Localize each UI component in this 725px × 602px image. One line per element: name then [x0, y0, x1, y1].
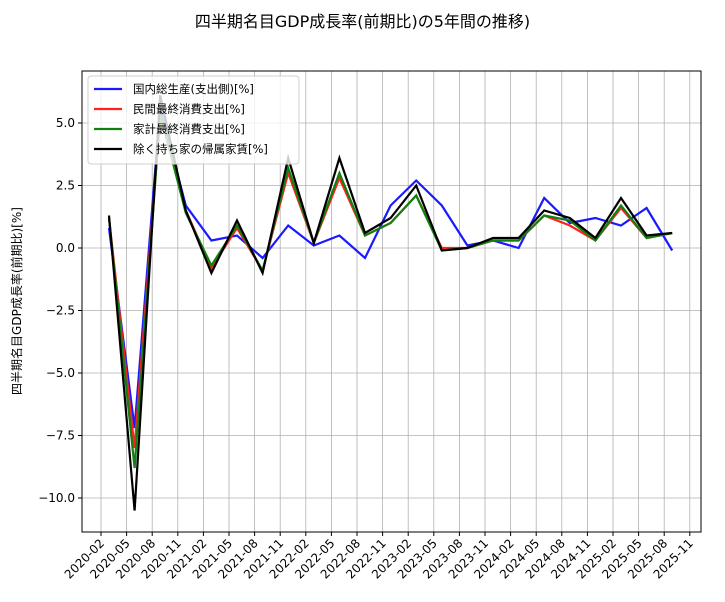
series-line: [107, 95, 673, 511]
y-axis-label: 四半期名目GDP成長率(前期比)[%]: [9, 207, 24, 395]
legend-label: 国内総生産(支出側)[%]: [133, 82, 254, 96]
legend: 国内総生産(支出側)[%] 民間最終消費支出[%] 家計最終消費支出[%] 除く持ち家…: [87, 75, 300, 165]
y-tick-label: −2.5: [46, 304, 75, 318]
y-tick-label: 2.5: [56, 179, 75, 193]
legend-label: 家計最終消費支出[%]: [133, 122, 245, 136]
legend-label: 除く持ち家の帰属家賃[%]: [133, 142, 268, 156]
series-line: [107, 107, 674, 429]
y-tick-label: −5.0: [46, 366, 75, 380]
y-tick-label: 0.0: [56, 241, 75, 255]
x-axis: 2020-022020-052020-082020-112021-022021-…: [62, 532, 696, 582]
chart-title: 四半期名目GDP成長率(前期比)の5年間の推移): [194, 12, 531, 31]
y-tick-label: −7.5: [46, 429, 75, 443]
legend-box: [87, 75, 300, 165]
series-lines: [107, 95, 674, 511]
y-axis: 5.0 2.5 0.0 −2.5 −5.0 −7.5 −10.0: [38, 116, 82, 505]
legend-label: 民間最終消費支出[%]: [133, 102, 245, 116]
y-tick-label: 5.0: [56, 116, 75, 130]
series-line: [107, 112, 673, 469]
y-tick-label: −10.0: [38, 491, 75, 505]
plot-frame: [81, 70, 702, 533]
